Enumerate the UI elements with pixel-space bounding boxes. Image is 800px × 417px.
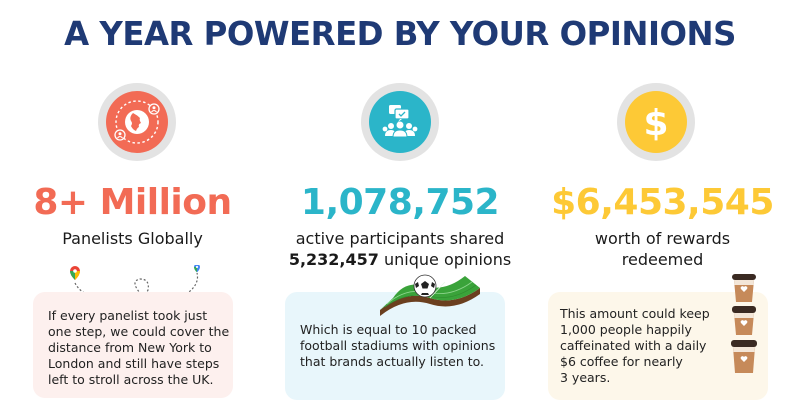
rewards-subtitle-line: worth of rewards [594, 229, 731, 248]
opinions-line: 5,232,457 unique opinions [270, 249, 530, 270]
participants-stat: 1,078,752 [300, 182, 500, 223]
football-field-icon [380, 274, 480, 316]
participants-subtitle: active participants shared 5,232,457 uni… [270, 228, 530, 270]
panelists-fact-text: If every panelist took just one step, we… [48, 308, 238, 388]
coffee-cups-icon [731, 274, 757, 373]
group-chat-icon [369, 91, 431, 153]
participants-subtitle-line: active participants shared [295, 229, 505, 248]
fact-line: one step, we could cover the [48, 324, 230, 339]
rewards-subtitle: worth of rewards redeemed [530, 228, 795, 270]
panelists-icon-badge [98, 83, 176, 161]
fact-line: caffeinated with a daily [560, 338, 707, 353]
rewards-fact-text: This amount could keep 1,000 people happ… [560, 306, 730, 386]
rewards-stat: $6,453,545 [551, 182, 774, 223]
participants-fact-card: Which is equal to 10 packed football sta… [285, 292, 505, 400]
globe-people-icon [106, 91, 168, 153]
page-title: A YEAR POWERED BY YOUR OPINIONS [64, 14, 736, 53]
fact-line: 3 years. [560, 370, 611, 385]
opinions-count: 5,232,457 [288, 250, 379, 269]
fact-line: $6 coffee for nearly [560, 354, 683, 369]
svg-text:$: $ [643, 103, 668, 144]
rewards-fact-card: This amount could keep 1,000 people happ… [548, 292, 768, 400]
opinions-label: unique opinions [378, 250, 512, 269]
dollar-coin-icon: $ [625, 91, 687, 153]
fact-line: distance from New York to [48, 340, 212, 355]
fact-line: London and still have steps [48, 356, 220, 371]
fact-line: Which is equal to 10 packed [300, 322, 477, 337]
fact-line: football stadiums with opinions [300, 338, 496, 353]
fact-line: 1,000 people happily [560, 322, 692, 337]
fact-line: left to stroll across the UK. [48, 372, 214, 387]
rewards-icon-badge: $ [617, 83, 695, 161]
panelists-stat: 8+ Million [33, 182, 232, 223]
fact-line: If every panelist took just [48, 308, 208, 323]
fact-line: that brands actually listen to. [300, 354, 485, 369]
panelists-subtitle: Panelists Globally [62, 229, 203, 248]
participants-icon-badge [361, 83, 439, 161]
fact-line: This amount could keep [560, 306, 710, 321]
panelists-fact-card: If every panelist took just one step, we… [33, 292, 233, 398]
participants-fact-text: Which is equal to 10 packed football sta… [300, 322, 505, 370]
rewards-subtitle-line: redeemed [621, 250, 704, 269]
